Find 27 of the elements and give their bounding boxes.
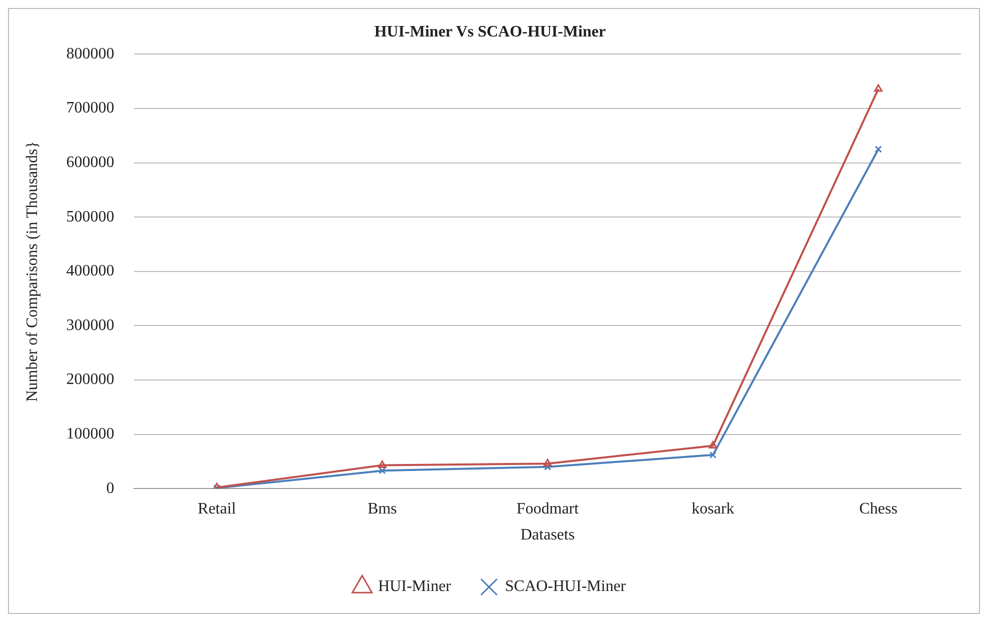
x-tick-label: kosark (692, 500, 734, 518)
y-tick-label: 400000 (66, 262, 114, 280)
y-tick-label: 0 (106, 480, 114, 497)
x-tick-label: Chess (859, 500, 898, 518)
point (874, 146, 882, 153)
y-tick-label: 300000 (66, 316, 114, 334)
point (544, 463, 552, 470)
y-tick-label: 200000 (66, 371, 114, 388)
chart-title: HUI-Miner Vs SCAO-HUI-Miner (374, 24, 606, 41)
point (709, 451, 717, 459)
legend-label: SCAO-HUI-Miner (504, 578, 627, 596)
point (378, 467, 386, 474)
y-tick-label: 100000 (66, 426, 114, 443)
y-tick-label: 700000 (66, 100, 114, 117)
point (378, 460, 386, 468)
y-tick-label: 500000 (66, 208, 114, 226)
point (543, 458, 552, 466)
x-axis-title: Datasets (520, 526, 575, 544)
point (874, 84, 883, 92)
legend-label: HUI-Miner (378, 578, 452, 596)
y-tick-label: 800000 (66, 45, 114, 62)
point (708, 440, 718, 448)
x-tick-label: Bms (368, 500, 397, 518)
x-tick-label: Retail (198, 500, 237, 518)
x-tick-label: Foodmart (516, 500, 580, 518)
y-tick-label: 600000 (66, 154, 114, 172)
y-axis-title: Number of Comparisons (in Thousands} (24, 141, 41, 402)
